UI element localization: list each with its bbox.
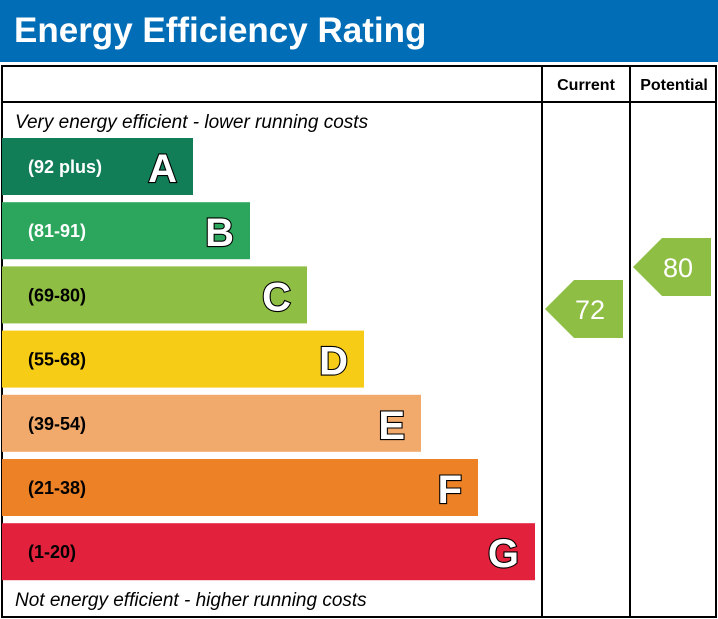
band-letter: A — [148, 147, 177, 191]
band-e: (39-54) E — [2, 394, 421, 452]
current-rating-arrow: 72 — [545, 280, 623, 338]
band-a: (92 plus) A — [2, 138, 193, 195]
band-range: (92 plus) — [28, 157, 102, 177]
band-range: (21-38) — [28, 478, 86, 498]
chart-title: Energy Efficiency Rating — [14, 11, 426, 50]
band-letter: G — [488, 532, 519, 576]
band-letter: E — [378, 404, 405, 448]
column-header-potential: Potential — [640, 77, 708, 94]
band-bar — [2, 202, 250, 260]
band-range: (39-54) — [28, 414, 86, 434]
band-letter: B — [205, 211, 234, 255]
band-bar — [2, 138, 193, 195]
top-note: Very energy efficient - lower running co… — [15, 112, 369, 133]
band-bar — [2, 330, 364, 388]
band-letter: D — [319, 340, 348, 384]
potential-arrow-shape — [633, 238, 711, 296]
band-bar — [2, 266, 307, 324]
band-letter: F — [438, 468, 462, 512]
band-bar — [2, 459, 478, 516]
band-d: (55-68) D — [2, 330, 364, 388]
band-letter: C — [262, 275, 291, 319]
current-arrow-shape — [545, 280, 623, 338]
band-bar — [2, 394, 421, 452]
potential-score: 80 — [663, 253, 693, 283]
band-bar — [2, 523, 535, 581]
band-range: (81-91) — [28, 221, 86, 241]
band-g: (1-20) G — [2, 523, 535, 581]
title-bar — [0, 0, 718, 62]
band-range: (69-80) — [28, 285, 86, 305]
potential-rating-arrow: 80 — [633, 238, 711, 296]
column-header-current: Current — [557, 77, 615, 94]
band-range: (1-20) — [28, 542, 76, 562]
band-b: (81-91) B — [2, 202, 250, 260]
band-c: (69-80) C — [2, 266, 307, 324]
band-range: (55-68) — [28, 350, 86, 370]
current-score: 72 — [575, 295, 605, 325]
bottom-note: Not energy efficient - higher running co… — [15, 590, 367, 611]
band-f: (21-38) F — [2, 459, 478, 516]
